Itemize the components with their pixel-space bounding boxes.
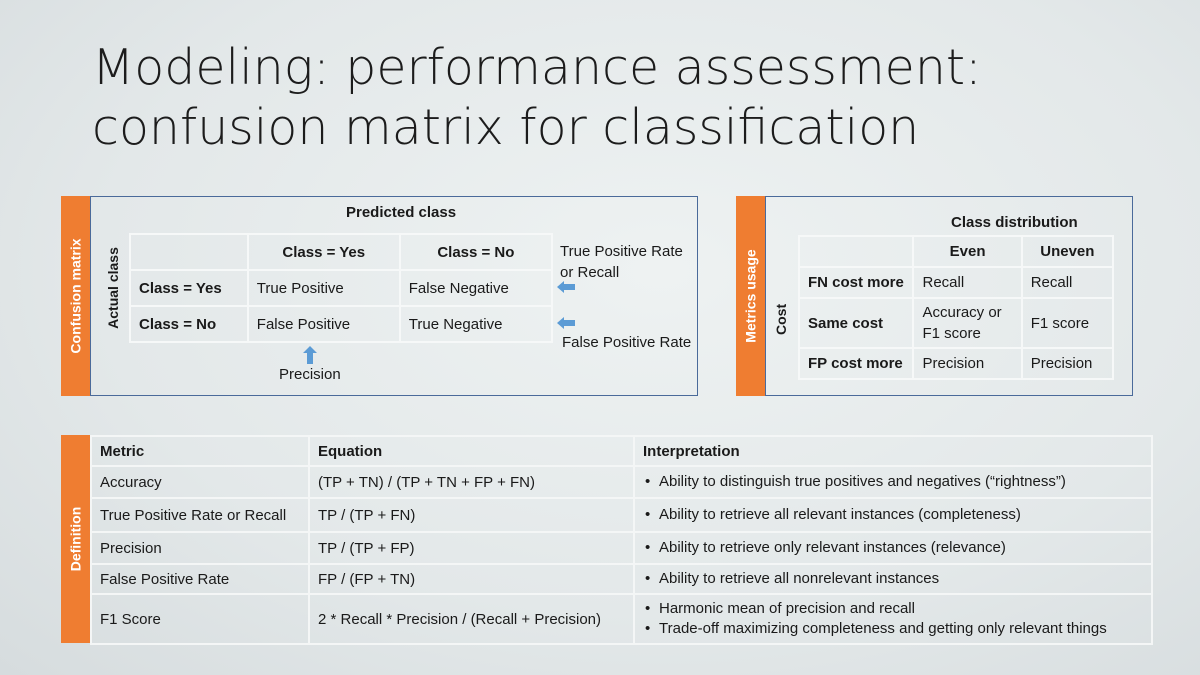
tpr-note: True Positive Rate or Recall xyxy=(560,241,683,283)
cm-cell: False Positive xyxy=(246,305,401,343)
def-interpretation: Harmonic mean of precision and recall Tr… xyxy=(633,593,1153,645)
confusion-matrix-panel xyxy=(90,196,698,396)
cm-cell: True Negative xyxy=(398,305,554,343)
title-line-1: Modeling: performance assessment: xyxy=(92,39,982,96)
mu-cell: Recall xyxy=(1020,266,1115,299)
def-equation: (TP + TN) / (TP + TN + FP + FN) xyxy=(308,465,635,499)
mu-cell: F1 score xyxy=(1020,297,1115,349)
mu-row-header: Same cost xyxy=(797,297,915,349)
title-line-2: confusion matrix for classification xyxy=(92,99,920,156)
def-equation: FP / (FP + TN) xyxy=(308,563,635,595)
mu-cell: Precision xyxy=(1020,347,1115,380)
bullet-item: Ability to distinguish true positives an… xyxy=(643,472,1143,492)
mu-cell: Precision xyxy=(912,347,1023,380)
def-metric: Precision xyxy=(90,531,310,565)
def-metric: Accuracy xyxy=(90,465,310,499)
def-interpretation: Ability to retrieve all nonrelevant inst… xyxy=(633,563,1153,595)
def-interpretation: Ability to retrieve only relevant instan… xyxy=(633,531,1153,565)
definition-tab-label: Definition xyxy=(67,506,84,572)
def-interpretation: Ability to distinguish true positives an… xyxy=(633,465,1153,499)
mu-cell: Accuracy or F1 score xyxy=(912,297,1023,349)
cm-row-header: Class = No xyxy=(129,305,249,343)
metrics-usage-table: Even Uneven FN cost more Recall Recall S… xyxy=(797,235,1115,380)
cm-col-header: Class = Yes xyxy=(246,233,401,271)
mu-cell-line: F1 score xyxy=(922,325,981,342)
predicted-class-label: Predicted class xyxy=(346,204,457,221)
arrow-left-icon xyxy=(557,281,575,293)
def-col-header: Interpretation xyxy=(633,435,1153,467)
metrics-usage-tab-label: Metrics usage xyxy=(742,249,759,343)
fpr-note: False Positive Rate xyxy=(562,334,692,351)
corner-cell xyxy=(129,233,249,271)
def-metric: True Positive Rate or Recall xyxy=(90,497,310,533)
mu-col-header: Even xyxy=(912,235,1023,268)
def-equation: TP / (TP + FP) xyxy=(308,531,635,565)
def-col-header: Equation xyxy=(308,435,635,467)
cm-col-header: Class = No xyxy=(398,233,554,271)
bullet-item: Ability to retrieve only relevant instan… xyxy=(643,538,1143,558)
def-col-header: Metric xyxy=(90,435,310,467)
def-metric: False Positive Rate xyxy=(90,563,310,595)
cm-cell: True Positive xyxy=(246,269,401,307)
mu-col-header: Uneven xyxy=(1020,235,1115,268)
mu-row-header: FN cost more xyxy=(797,266,915,299)
actual-class-label: Actual class xyxy=(105,247,121,329)
metrics-usage-panel xyxy=(765,196,1133,396)
definition-tab: Definition xyxy=(61,435,90,643)
cost-label: Cost xyxy=(773,303,789,335)
arrow-up-icon xyxy=(303,346,317,364)
tpr-note-line-2: or Recall xyxy=(560,264,620,281)
class-distribution-label: Class distribution xyxy=(951,214,1078,231)
precision-note: Precision xyxy=(279,366,341,383)
def-interpretation: Ability to retrieve all relevant instanc… xyxy=(633,497,1153,533)
confusion-matrix-tab-label: Confusion matrix xyxy=(67,238,84,354)
arrow-left-icon xyxy=(557,317,575,329)
metrics-usage-tab: Metrics usage xyxy=(736,196,765,396)
def-metric: F1 Score xyxy=(90,593,310,645)
bullet-item: Ability to retrieve all relevant instanc… xyxy=(643,505,1143,525)
corner-cell xyxy=(797,235,915,268)
definition-table: Metric Equation Interpretation Accuracy … xyxy=(90,435,1153,645)
bullet-item: Trade-off maximizing completeness and ge… xyxy=(643,619,1143,639)
bullet-item: Harmonic mean of precision and recall xyxy=(643,599,1143,619)
bullet-item: Ability to retrieve all nonrelevant inst… xyxy=(643,569,1143,589)
mu-cell: Recall xyxy=(912,266,1023,299)
mu-row-header: FP cost more xyxy=(797,347,915,380)
cm-cell: False Negative xyxy=(398,269,554,307)
confusion-matrix-tab: Confusion matrix xyxy=(61,196,90,396)
confusion-matrix-table: Class = Yes Class = No Class = Yes True … xyxy=(129,233,554,343)
mu-cell-line: Accuracy or xyxy=(922,304,1002,321)
slide-title: Modeling: performance assessment: confus… xyxy=(92,38,1092,158)
cm-row-header: Class = Yes xyxy=(129,269,249,307)
tpr-note-line-1: True Positive Rate xyxy=(560,243,683,260)
def-equation: 2 * Recall * Precision / (Recall + Preci… xyxy=(308,593,635,645)
def-equation: TP / (TP + FN) xyxy=(308,497,635,533)
